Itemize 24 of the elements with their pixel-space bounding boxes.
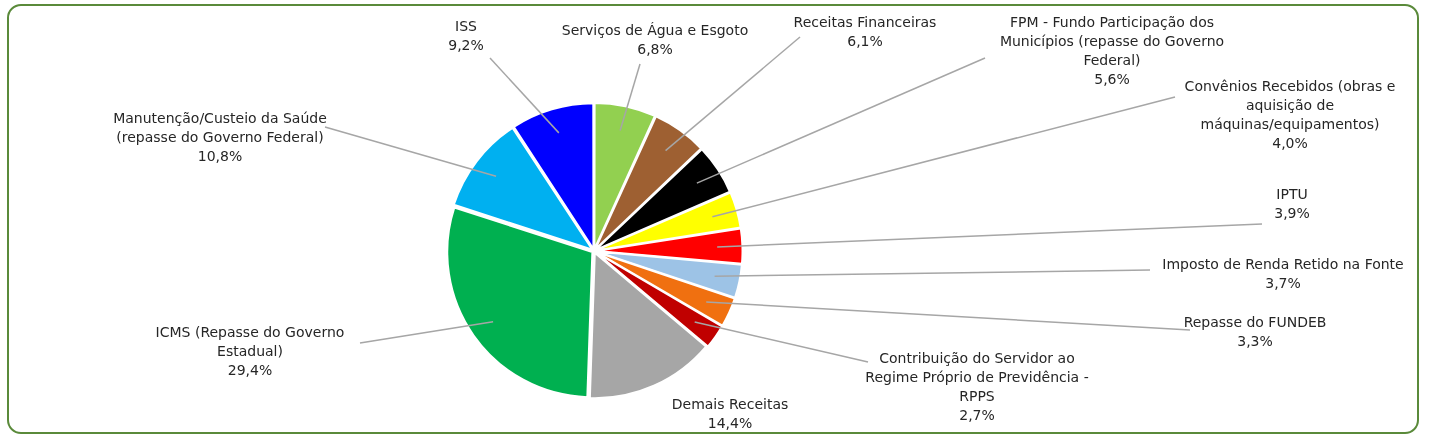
slice-label: IPTU xyxy=(1276,185,1308,202)
data-label: 3,9% xyxy=(1274,204,1310,221)
data-label: 2,7% xyxy=(959,406,995,423)
slice-label: Contribuição do Servidor ao Regime Próprio de Previdência - RPPS xyxy=(865,349,1089,404)
slice-label: Convênios Recebidos (obras e aquisição de máquinas/equipamentos) xyxy=(1184,77,1396,132)
slice-label: Demais Receitas xyxy=(671,395,789,412)
slice-label: Receitas Financeiras xyxy=(793,13,937,30)
slice-label: ISS xyxy=(455,17,478,34)
slice-label: Serviços de Água e Esgoto xyxy=(561,21,749,38)
slice-label: ICMS (Repasse do Governo Estadual) xyxy=(155,323,345,359)
slice-label: Imposto de Renda Retido na Fonte xyxy=(1162,255,1404,272)
slice-label: Repasse do FUNDEB xyxy=(1183,313,1327,330)
slice-label: Manutenção/Custeio da Saúde (repasse do Governo Federal) xyxy=(113,109,327,145)
data-label: 6,1% xyxy=(847,32,883,49)
data-label: 6,8% xyxy=(637,40,673,57)
data-label: 9,2% xyxy=(448,36,484,53)
data-label: 5,6% xyxy=(1094,70,1130,87)
data-label: 10,8% xyxy=(197,147,243,164)
data-label: 14,4% xyxy=(707,414,753,431)
data-label: 29,4% xyxy=(227,361,273,378)
data-label: 3,7% xyxy=(1265,274,1301,291)
data-label: 4,0% xyxy=(1272,134,1308,151)
slice-label: FPM - Fundo Participação dos Municípios (repasse do Governo Federal) xyxy=(999,13,1225,68)
data-label: 3,3% xyxy=(1237,332,1273,349)
